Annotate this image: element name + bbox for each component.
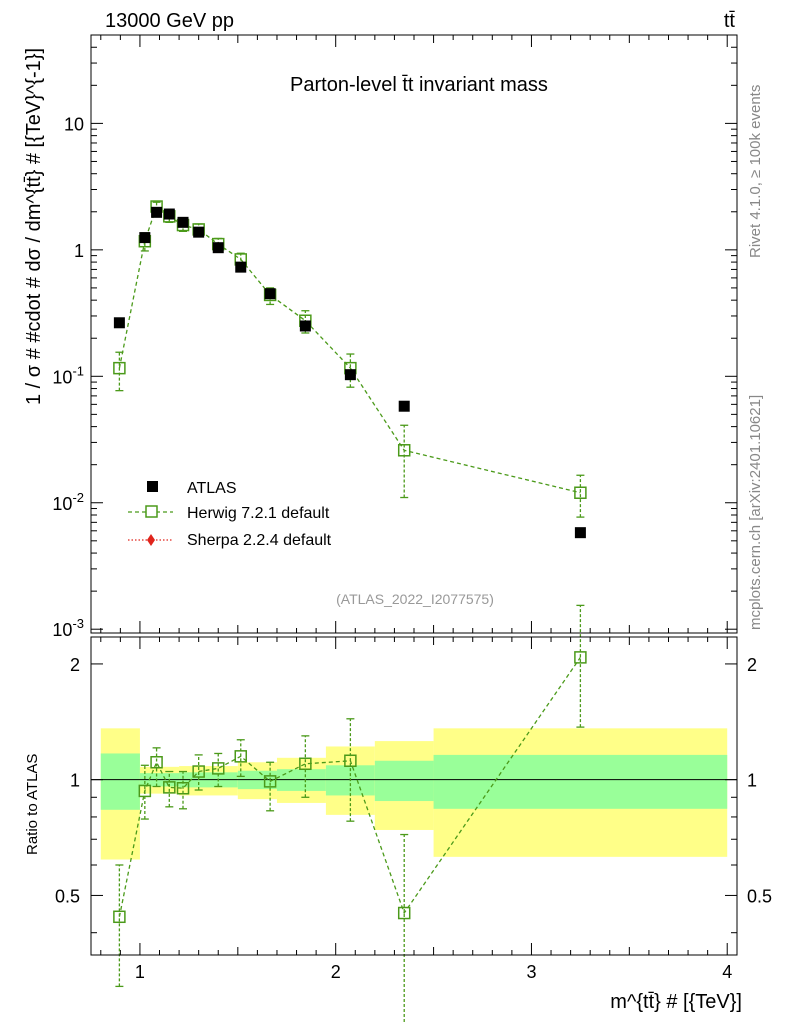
legend-atlas-label: ATLAS [187,480,237,497]
ratio-herwig-marker [234,750,248,763]
atlas-data-point [151,206,163,218]
energy-label: 13000 GeV pp [105,10,234,32]
rivet-version-label: Rivet 4.1.0, ≥ 100k events [747,85,764,258]
atlas-data-point [177,216,189,228]
ratio-y-tick-label: 0.5 [55,886,80,906]
x-tick-label: 1 [135,962,145,982]
ratio-y-axis-label: Ratio to ATLAS [24,754,41,855]
main-y-tick-label: 10-2 [52,490,84,514]
mcplots-source-label: mcplots.cern.ch [arXiv:2401.10621] [747,395,764,630]
main-panel: 10-3 10-2 10-1 1 10 Parton-level t̄t invaria… [23,34,738,640]
herwig-marker [397,444,411,457]
atlas-data-point [193,226,205,238]
x-tick-label: 4 [722,962,732,982]
legend-sherpa-label: Sherpa 2.2.4 default [187,532,332,549]
ratio-herwig-marker [138,784,152,798]
main-y-tick-label: 10-1 [52,363,84,387]
ratio-y-tick-label: 2 [70,655,80,675]
legend-entry-atlas: ATLAS [147,480,237,497]
legend: ATLAS Herwig 7.2.1 default Sherpa 2.2.4 … [128,480,332,549]
atlas-data-point [344,369,356,381]
ratio-y-tick-label-right: 1 [747,771,757,791]
ratio-band-inner [100,753,140,810]
legend-sherpa-marker [147,534,155,546]
atlas-data-point [113,317,125,329]
x-tick-label: 3 [526,962,536,982]
atlas-data-point [574,527,586,539]
ratio-herwig-series [113,604,587,1024]
x-axis-label: m^{tt̄} # [{TeV}] [610,991,742,1013]
legend-entry-sherpa: Sherpa 2.2.4 default [128,532,332,549]
ratio-y-tick-label: 1 [70,771,80,791]
ratio-herwig-marker [574,651,587,664]
atlas-data-point [299,320,311,332]
main-y-tick-label: 10-3 [52,616,84,640]
ratio-herwig-marker [113,910,126,924]
ratio-band-inner [433,754,728,809]
atlas-data-point [264,288,276,300]
ratio-herwig-marker [299,757,312,771]
ratio-y-tick-label-right: 0.5 [747,886,772,906]
main-y-tick-label: 1 [74,241,84,261]
x-tick-labels: 1 2 3 4 [135,962,732,982]
atlas-data-point [398,400,410,412]
ratio-herwig-marker [211,762,225,775]
atlas-data-point [212,242,224,254]
legend-herwig-marker [145,505,158,518]
main-axis-ticks [91,34,737,633]
legend-entry-herwig: Herwig 7.2.1 default [128,505,330,522]
ratio-panel: 0.5 0.5 1 1 2 2 1 2 3 4 Ratio to ATLAS m^{tt̄} #… [24,604,772,1024]
ratio-axis-ticks [91,637,737,955]
ratio-y-tick-labels: 0.5 0.5 1 1 2 2 [55,655,772,907]
ratio-y-tick-label-right: 2 [747,655,757,675]
process-label: tt̄ [724,10,736,32]
ratio-herwig-marker [397,906,411,920]
atlas-series [113,206,586,539]
main-plot-frame [90,34,738,634]
ratio-herwig-marker [263,775,277,788]
atlas-data-point [235,261,247,273]
ratio-herwig-marker [163,781,176,794]
ratio-herwig-marker [192,765,205,778]
main-y-tick-labels: 10-3 10-2 10-1 1 10 [52,114,84,640]
main-y-axis-label: 1 / σ # #cdot # dσ / dm^{tt̄} # [{TeV}^{… [23,48,45,405]
legend-herwig-label: Herwig 7.2.1 default [187,505,330,522]
ratio-herwig-marker [150,756,163,769]
ratio-herwig-marker [176,781,190,795]
herwig-marker [113,361,126,375]
atlas-data-point [139,232,151,244]
legend-atlas-marker [147,481,158,492]
herwig-marker [574,486,587,499]
ratio-plot-frame [90,636,738,956]
ratio-herwig-marker [344,754,357,768]
x-tick-label: 2 [331,962,341,982]
main-y-tick-label: 10 [64,114,84,134]
ratio-band-inner [374,760,434,802]
main-plot-title: Parton-level t̄t invariant mass [290,74,548,96]
atlas-data-point [163,208,175,220]
analysis-id-label: (ATLAS_2022_I2077575) [336,591,494,607]
